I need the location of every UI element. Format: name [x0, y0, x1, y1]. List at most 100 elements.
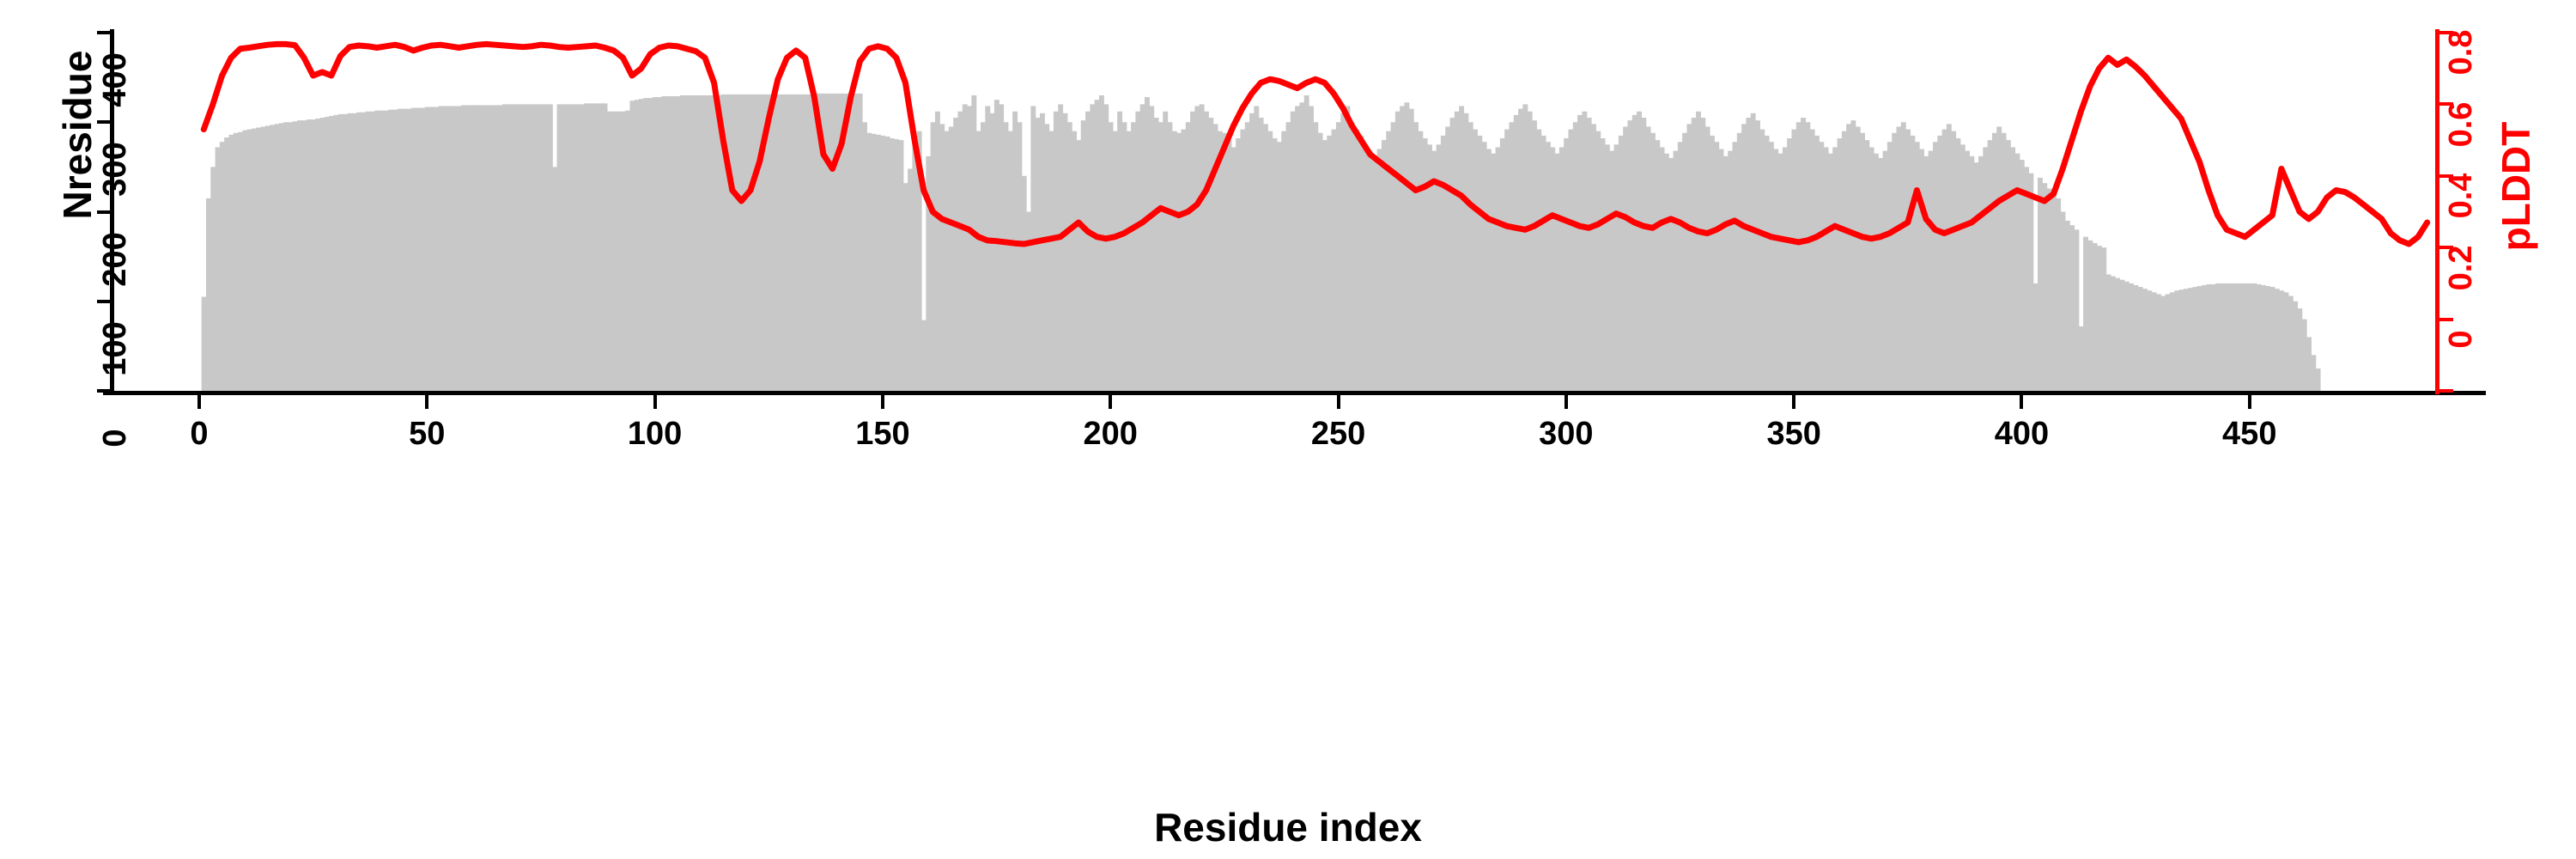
bar: [1946, 124, 1952, 391]
bar: [1208, 118, 1214, 391]
bar: [252, 128, 257, 392]
bar: [1682, 132, 1688, 391]
bar: [1923, 155, 1929, 391]
bar: [1554, 153, 1560, 392]
y-tick-right: [2439, 246, 2453, 250]
bar: [912, 142, 918, 391]
plot-canvas: [200, 40, 2431, 392]
bar: [1819, 142, 1825, 391]
bar: [862, 122, 867, 391]
bar: [839, 93, 845, 391]
x-axis-title: Residue index: [1154, 805, 1422, 850]
bar: [1832, 147, 1838, 391]
bar: [1795, 122, 1801, 391]
bar: [416, 107, 421, 391]
bar: [1007, 131, 1013, 391]
bar: [770, 94, 776, 392]
bar: [602, 103, 608, 392]
bar: [916, 131, 922, 391]
bar: [1914, 142, 1920, 391]
bar: [999, 104, 1005, 392]
bar: [201, 296, 207, 391]
bar: [2042, 183, 2048, 391]
bar: [2155, 294, 2161, 391]
x-ticklabel: 100: [627, 416, 683, 452]
bar: [515, 104, 521, 392]
bar: [1932, 142, 1938, 391]
bar: [1668, 157, 1674, 391]
bar: [1131, 122, 1137, 391]
bar: [2028, 173, 2034, 391]
bar: [2238, 283, 2244, 391]
bar: [908, 168, 914, 391]
bar: [402, 108, 408, 392]
bar: [442, 106, 448, 391]
bar: [2215, 283, 2221, 391]
bar: [611, 111, 617, 391]
bar: [2311, 355, 2317, 391]
bar: [219, 142, 225, 391]
bar: [1850, 120, 1856, 392]
bar: [1609, 150, 1615, 392]
bar: [752, 94, 758, 392]
bar: [1996, 126, 2002, 391]
y-ticklabel-left: 200: [97, 231, 133, 287]
bar: [1618, 135, 1624, 391]
bar: [1577, 114, 1583, 391]
bar: [538, 104, 544, 392]
y-tick-right: [2439, 389, 2453, 393]
bar: [1896, 126, 1902, 391]
bar: [1212, 124, 1218, 391]
bar: [2056, 198, 2062, 391]
bar: [738, 94, 744, 392]
x-tick: [197, 395, 201, 409]
bar: [543, 104, 549, 392]
y-ticklabel-right: 1: [2445, 0, 2477, 33]
bar: [1340, 113, 1346, 391]
bar: [1372, 155, 1378, 391]
bar: [1149, 106, 1155, 391]
bar: [1080, 120, 1086, 392]
bar: [1053, 111, 1059, 391]
bar: [1522, 104, 1528, 392]
bar: [1076, 140, 1082, 391]
bar: [1058, 104, 1064, 392]
bar: [857, 93, 863, 391]
bar: [816, 93, 822, 391]
bar: [1491, 153, 1497, 392]
bar: [1987, 140, 1993, 391]
bar: [2110, 276, 2116, 391]
bar: [780, 94, 786, 392]
bar: [288, 122, 294, 391]
bar: [2050, 193, 2057, 391]
x-tick: [1336, 395, 1340, 409]
bar: [434, 107, 440, 391]
bar: [1841, 131, 1847, 391]
bar: [1035, 118, 1041, 391]
bar: [1145, 97, 1150, 391]
bar: [1236, 138, 1242, 391]
bar: [643, 98, 649, 391]
bar: [2123, 281, 2129, 391]
bar: [475, 105, 480, 391]
bar: [333, 114, 339, 391]
bar: [939, 124, 945, 391]
plot-area: [199, 33, 2432, 392]
bar: [1886, 142, 1893, 391]
bar: [2269, 287, 2275, 391]
bar: [1103, 104, 1109, 392]
bar: [1349, 122, 1355, 391]
bar: [1595, 131, 1601, 391]
bar: [566, 104, 572, 392]
bar: [2092, 242, 2098, 391]
bar: [2306, 337, 2312, 391]
bar: [894, 139, 900, 391]
bar: [365, 111, 371, 391]
bar: [2087, 240, 2093, 391]
bar: [483, 105, 489, 391]
bar: [1285, 122, 1291, 391]
bar: [821, 93, 827, 391]
bar: [2242, 283, 2248, 391]
bar: [529, 104, 535, 392]
bar: [902, 183, 908, 391]
